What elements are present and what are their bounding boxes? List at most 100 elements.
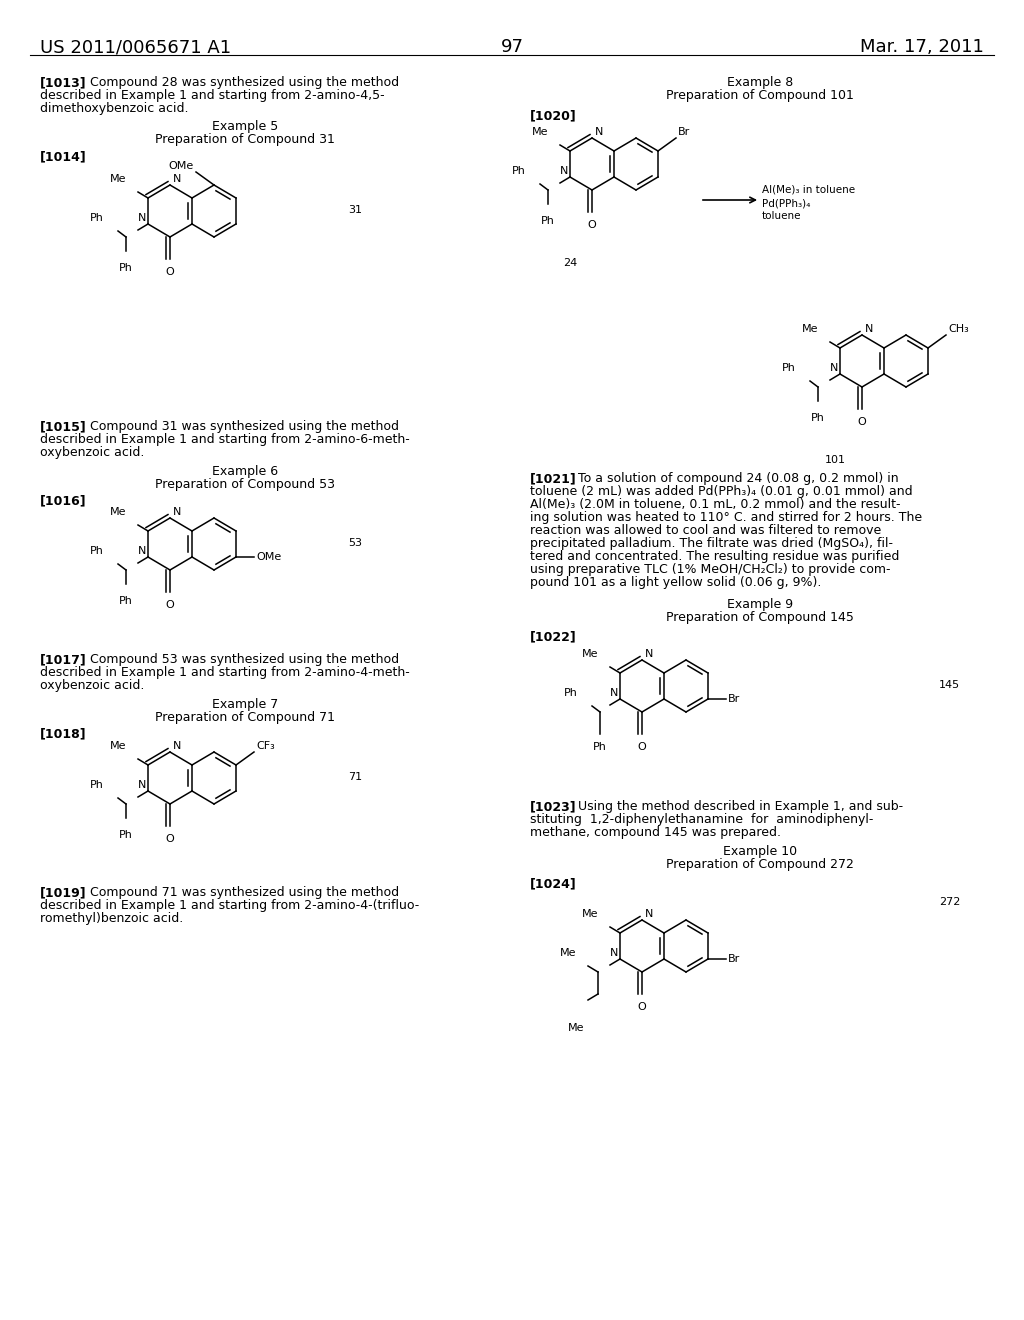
Text: Ph: Ph: [782, 363, 796, 374]
Text: O: O: [166, 267, 174, 277]
Text: Compound 53 was synthesized using the method: Compound 53 was synthesized using the me…: [90, 653, 399, 667]
Text: O: O: [858, 417, 866, 426]
Text: Example 6: Example 6: [212, 465, 279, 478]
Text: N: N: [137, 213, 146, 223]
Text: oxybenzoic acid.: oxybenzoic acid.: [40, 446, 144, 459]
Text: Br: Br: [728, 694, 740, 704]
Text: Preparation of Compound 272: Preparation of Compound 272: [666, 858, 854, 871]
Text: [1023]: [1023]: [530, 800, 577, 813]
Text: Me: Me: [582, 649, 598, 659]
Text: 53: 53: [348, 539, 362, 548]
Text: Br: Br: [678, 127, 690, 137]
Text: [1015]: [1015]: [40, 420, 87, 433]
Text: Ph: Ph: [811, 413, 825, 422]
Text: Al(Me)₃ (2.0M in toluene, 0.1 mL, 0.2 mmol) and the result-: Al(Me)₃ (2.0M in toluene, 0.1 mL, 0.2 mm…: [530, 498, 900, 511]
Text: N: N: [173, 741, 181, 751]
Text: N: N: [173, 507, 181, 517]
Text: pound 101 as a light yellow solid (0.06 g, 9%).: pound 101 as a light yellow solid (0.06 …: [530, 576, 821, 589]
Text: N: N: [173, 174, 181, 183]
Text: N: N: [865, 323, 873, 334]
Text: [1018]: [1018]: [40, 727, 87, 741]
Text: Example 10: Example 10: [723, 845, 797, 858]
Text: Compound 71 was synthesized using the method: Compound 71 was synthesized using the me…: [90, 886, 399, 899]
Text: Al(Me)₃ in toluene: Al(Me)₃ in toluene: [762, 185, 855, 195]
Text: N: N: [609, 688, 618, 698]
Text: N: N: [137, 780, 146, 789]
Text: Ph: Ph: [593, 742, 607, 752]
Text: O: O: [166, 834, 174, 843]
Text: methane, compound 145 was prepared.: methane, compound 145 was prepared.: [530, 826, 781, 840]
Text: Me: Me: [110, 174, 126, 183]
Text: Ph: Ph: [119, 263, 133, 273]
Text: described in Example 1 and starting from 2-amino-6-meth-: described in Example 1 and starting from…: [40, 433, 410, 446]
Text: using preparative TLC (1% MeOH/CH₂Cl₂) to provide com-: using preparative TLC (1% MeOH/CH₂Cl₂) t…: [530, 564, 891, 576]
Text: To a solution of compound 24 (0.08 g, 0.2 mmol) in: To a solution of compound 24 (0.08 g, 0.…: [578, 473, 899, 484]
Text: Ph: Ph: [564, 688, 578, 698]
Text: Me: Me: [582, 909, 598, 919]
Text: OMe: OMe: [169, 161, 194, 172]
Text: Br: Br: [728, 954, 740, 964]
Text: Mar. 17, 2011: Mar. 17, 2011: [860, 38, 984, 55]
Text: Preparation of Compound 145: Preparation of Compound 145: [666, 611, 854, 624]
Text: Ph: Ph: [90, 213, 104, 223]
Text: 24: 24: [563, 257, 578, 268]
Text: Preparation of Compound 31: Preparation of Compound 31: [155, 133, 335, 147]
Text: N: N: [645, 649, 653, 659]
Text: reaction was allowed to cool and was filtered to remove: reaction was allowed to cool and was fil…: [530, 524, 882, 537]
Text: Me: Me: [802, 323, 818, 334]
Text: Example 5: Example 5: [212, 120, 279, 133]
Text: [1016]: [1016]: [40, 494, 87, 507]
Text: 97: 97: [501, 38, 523, 55]
Text: Example 9: Example 9: [727, 598, 793, 611]
Text: N: N: [609, 948, 618, 958]
Text: Pd(PPh₃)₄: Pd(PPh₃)₄: [762, 198, 810, 209]
Text: 272: 272: [939, 898, 961, 907]
Text: [1021]: [1021]: [530, 473, 577, 484]
Text: Me: Me: [567, 1023, 585, 1034]
Text: US 2011/0065671 A1: US 2011/0065671 A1: [40, 38, 231, 55]
Text: romethyl)benzoic acid.: romethyl)benzoic acid.: [40, 912, 183, 925]
Text: 71: 71: [348, 772, 362, 781]
Text: CH₃: CH₃: [948, 323, 969, 334]
Text: described in Example 1 and starting from 2-amino-4,5-: described in Example 1 and starting from…: [40, 88, 385, 102]
Text: 101: 101: [824, 455, 846, 465]
Text: [1017]: [1017]: [40, 653, 87, 667]
Text: Ph: Ph: [119, 830, 133, 840]
Text: N: N: [645, 909, 653, 919]
Text: Me: Me: [531, 127, 548, 137]
Text: [1022]: [1022]: [530, 630, 577, 643]
Text: Ph: Ph: [90, 546, 104, 556]
Text: described in Example 1 and starting from 2-amino-4-(trifluo-: described in Example 1 and starting from…: [40, 899, 419, 912]
Text: Ph: Ph: [512, 166, 526, 176]
Text: described in Example 1 and starting from 2-amino-4-meth-: described in Example 1 and starting from…: [40, 667, 410, 678]
Text: Compound 31 was synthesized using the method: Compound 31 was synthesized using the me…: [90, 420, 399, 433]
Text: CF₃: CF₃: [256, 741, 274, 751]
Text: N: N: [595, 127, 603, 137]
Text: [1019]: [1019]: [40, 886, 87, 899]
Text: [1014]: [1014]: [40, 150, 87, 162]
Text: Me: Me: [110, 507, 126, 517]
Text: ing solution was heated to 110° C. and stirred for 2 hours. The: ing solution was heated to 110° C. and s…: [530, 511, 923, 524]
Text: O: O: [638, 1002, 646, 1012]
Text: N: N: [829, 363, 838, 374]
Text: 145: 145: [939, 680, 961, 690]
Text: precipitated palladium. The filtrate was dried (MgSO₄), fil-: precipitated palladium. The filtrate was…: [530, 537, 893, 550]
Text: oxybenzoic acid.: oxybenzoic acid.: [40, 678, 144, 692]
Text: Me: Me: [559, 948, 575, 958]
Text: Preparation of Compound 101: Preparation of Compound 101: [666, 88, 854, 102]
Text: Preparation of Compound 53: Preparation of Compound 53: [155, 478, 335, 491]
Text: [1020]: [1020]: [530, 110, 577, 121]
Text: Me: Me: [110, 741, 126, 751]
Text: Ph: Ph: [90, 780, 104, 789]
Text: [1024]: [1024]: [530, 876, 577, 890]
Text: toluene (2 mL) was added Pd(PPh₃)₄ (0.01 g, 0.01 mmol) and: toluene (2 mL) was added Pd(PPh₃)₄ (0.01…: [530, 484, 912, 498]
Text: [1013]: [1013]: [40, 77, 87, 88]
Text: 31: 31: [348, 205, 362, 215]
Text: Preparation of Compound 71: Preparation of Compound 71: [155, 711, 335, 723]
Text: Ph: Ph: [119, 597, 133, 606]
Text: O: O: [638, 742, 646, 752]
Text: N: N: [137, 546, 146, 556]
Text: O: O: [588, 220, 596, 230]
Text: Ph: Ph: [541, 216, 555, 226]
Text: Compound 28 was synthesized using the method: Compound 28 was synthesized using the me…: [90, 77, 399, 88]
